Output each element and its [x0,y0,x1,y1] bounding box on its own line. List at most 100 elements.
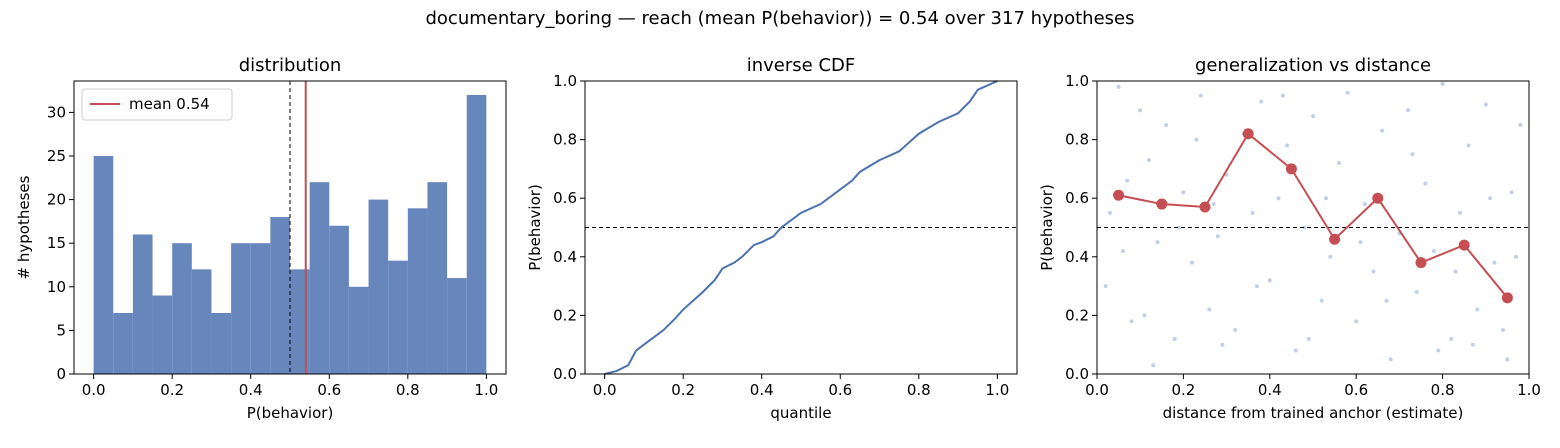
histogram-bar [231,243,251,374]
scatter-point [1345,90,1350,95]
legend-box [81,88,233,121]
histogram-bar [388,260,408,374]
bin-mean-marker [1156,198,1168,210]
scatter-point [1453,269,1458,274]
legend-label: mean 0.54 [129,95,210,113]
y-tick-label: 20 [47,191,66,209]
scatter-point [1129,319,1134,324]
y-axis-label: P(behavior) [1038,184,1056,271]
x-tick-label: 0.6 [828,381,852,399]
panel-distribution: 0.0 0.2 0.4 0.6 0.8 1.0 0 5 10 15 20 25 30 distributi… [15,55,507,422]
figure-title: documentary_boring — reach (mean P(behav… [425,8,1134,29]
x-axis-label: P(behavior) [247,404,334,422]
scatter-point [1250,210,1255,215]
scatter-point [1198,93,1203,98]
scatter-point [1177,225,1182,230]
axes-frame [584,80,1018,375]
scatter-point [1457,210,1462,215]
scatter-point [1142,313,1147,318]
panel-generalization-vs-distance: 0.0 0.2 0.4 0.6 0.8 1.0 0.0 0.2 0.4 0.6 0.8 1.0 gene… [1038,55,1541,422]
bin-mean-marker [1372,192,1384,204]
scatter-point [1440,81,1445,86]
y-tick-label: 15 [47,234,66,252]
scatter-point [1211,202,1216,207]
scatter-point [1306,336,1311,341]
histogram-bar [447,278,467,374]
scatter-point [1414,289,1419,294]
scatter-point [1125,178,1130,183]
x-tick-label: 0.8 [907,381,931,399]
scatter-point [1146,158,1151,163]
scatter-point [1138,108,1143,113]
y-tick-label: 1.0 [553,72,577,90]
histogram-bar [407,208,428,374]
axes-title: generalization vs distance [1195,55,1431,76]
scatter-point [1194,137,1199,142]
x-tick-label: 0.6 [1344,381,1368,399]
x-tick-label: 0.2 [160,381,184,399]
y-tick-label: 10 [47,278,66,296]
bin-mean-marker [1329,233,1341,245]
scatter-point [1384,298,1389,303]
bin-mean-marker [1199,201,1211,213]
scatter-point [1285,143,1290,148]
scatter-point [1371,269,1376,274]
histogram-bar [368,199,389,374]
scatter-point [1505,357,1510,362]
histogram-bar [329,225,349,374]
y-tick-label: 1.0 [1065,72,1089,90]
bin-mean-marker [1242,128,1254,140]
y-tick-label: 0.8 [553,131,577,149]
scatter-point [1151,363,1156,368]
scatter-point [1436,348,1441,353]
bin-mean-marker [1501,292,1513,304]
scatter-point [1406,108,1411,113]
x-tick-label: 1.0 [985,381,1009,399]
scatter-point [1276,196,1281,201]
y-tick-label: 30 [47,103,66,121]
scatter-point [1470,342,1475,347]
x-tick-label: 1.0 [474,381,498,399]
scatter-point [1267,278,1272,283]
scatter-point [1423,181,1428,186]
histogram-bar [93,155,114,374]
scatter-point [1323,196,1328,201]
inverse-cdf-line [604,80,998,375]
panel-inverse-cdf: 0.0 0.2 0.4 0.6 0.8 1.0 0.0 0.2 0.4 0.6 0.8 1.0 inve… [526,55,1018,422]
y-tick-label: 0 [56,365,66,383]
y-tick-label: 0.0 [553,365,577,383]
scatter-point [1103,284,1108,289]
scatter-point [1116,84,1121,89]
scatter-point [1501,328,1506,333]
scatter-point [1380,128,1385,133]
x-tick-label: 0.0 [593,381,617,399]
histogram-bar [466,94,487,374]
histogram-bar [427,182,448,374]
x-tick-label: 0.8 [1431,381,1455,399]
scatter-point [1254,284,1259,289]
scatter-point [1475,307,1480,312]
scatter-point [1164,122,1169,127]
x-tick-label: 0.2 [671,381,695,399]
scatter-point [1358,240,1363,245]
x-tick-label: 0.0 [1085,381,1109,399]
scatter-point [1207,307,1212,312]
scatter-point [1514,254,1519,259]
y-tick-label: 0.6 [553,189,577,207]
scatter-point [1172,336,1177,341]
scatter-point [1492,260,1497,265]
scatter-point [1336,161,1341,166]
scatter-point [1466,143,1471,148]
bin-mean-marker [1113,189,1125,201]
y-tick-label: 0.4 [553,248,577,266]
scatter-point [1220,342,1225,347]
scatter-point [1311,114,1315,119]
scatter-point [1483,102,1488,107]
scatter-point [1302,225,1307,230]
histogram-bar [152,295,173,374]
scatter-point [1354,319,1359,324]
histogram-bar [270,217,290,374]
x-tick-label: 0.4 [1258,381,1282,399]
scatter-point [1328,254,1333,259]
